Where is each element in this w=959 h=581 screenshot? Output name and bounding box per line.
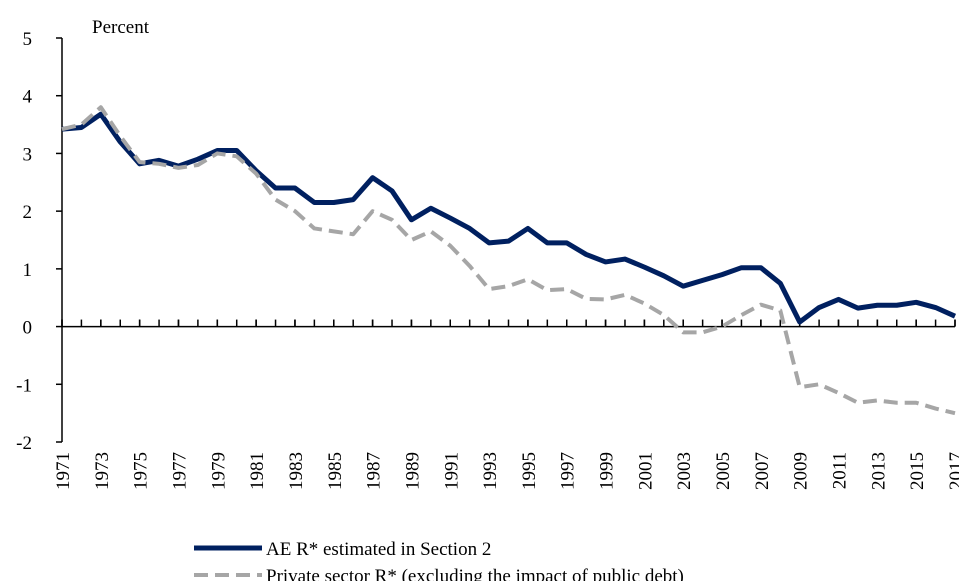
y-tick-label: 1 bbox=[23, 260, 33, 281]
series-line bbox=[61, 105, 956, 416]
x-tick-label: 2017 bbox=[946, 452, 959, 490]
x-tick-label: 1995 bbox=[519, 452, 540, 490]
y-tick-label: 5 bbox=[23, 29, 33, 50]
y-tick-label: -2 bbox=[16, 433, 32, 454]
x-tick-label: 2009 bbox=[791, 452, 812, 490]
series-line bbox=[61, 111, 957, 325]
x-tick-label: 2003 bbox=[674, 452, 695, 490]
x-tick-label: 2015 bbox=[907, 452, 928, 490]
x-tick-label: 1981 bbox=[247, 452, 268, 490]
legend-label: AE R* estimated in Section 2 bbox=[266, 539, 491, 560]
x-tick-label: 1999 bbox=[597, 452, 618, 490]
x-tick-label: 1975 bbox=[131, 452, 152, 490]
x-tick-label: 1987 bbox=[364, 452, 385, 490]
x-tick-label: 1997 bbox=[558, 452, 579, 490]
x-tick-label: 1991 bbox=[441, 452, 462, 490]
x-tick-label: 2007 bbox=[752, 452, 773, 490]
x-tick-label: 2001 bbox=[635, 452, 656, 490]
y-axis-label: Percent bbox=[92, 17, 150, 38]
x-tick-label: 1977 bbox=[169, 452, 190, 490]
x-tick-label: 1993 bbox=[480, 452, 501, 490]
legend-label: Private sector R* (excluding the impact … bbox=[266, 566, 684, 581]
y-tick-label: 0 bbox=[23, 318, 33, 339]
x-tick-label: 1983 bbox=[286, 452, 307, 490]
x-tick-label: 1971 bbox=[53, 452, 74, 490]
y-tick-label: 2 bbox=[23, 202, 33, 223]
x-tick-label: 1989 bbox=[402, 452, 423, 490]
x-tick-label: 1973 bbox=[92, 452, 113, 490]
x-tick-label: 2011 bbox=[830, 452, 851, 489]
x-tick-label: 1979 bbox=[208, 452, 229, 490]
x-tick-label: 2013 bbox=[868, 452, 889, 490]
x-tick-label: 2005 bbox=[713, 452, 734, 490]
x-tick-label: 1985 bbox=[325, 452, 346, 490]
y-tick-label: 3 bbox=[23, 144, 33, 165]
y-tick-label: 4 bbox=[23, 87, 33, 108]
y-tick-label: -1 bbox=[16, 375, 32, 396]
